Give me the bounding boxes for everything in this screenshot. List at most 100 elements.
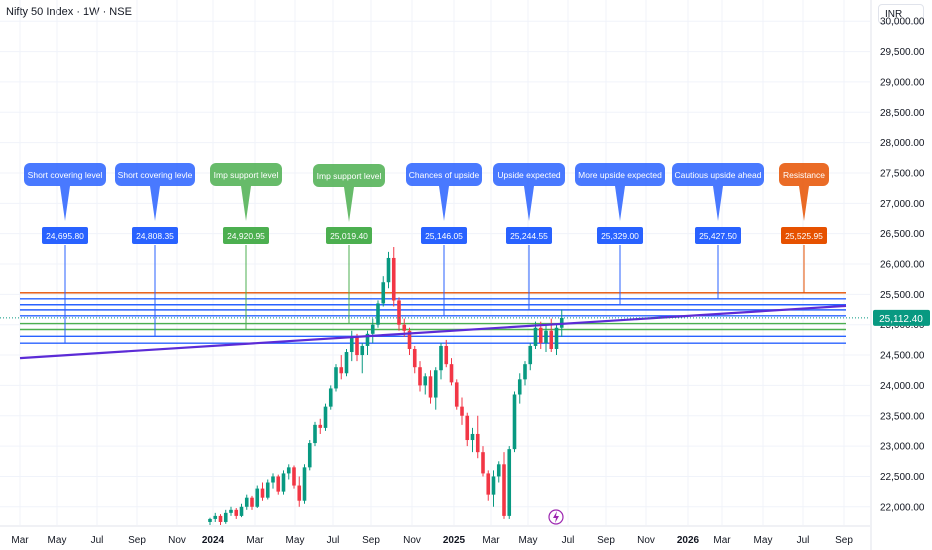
y-tick-label: 26,000.00 [880, 260, 925, 271]
currency-selector[interactable]: INR [878, 4, 924, 24]
trendline [19, 304, 847, 360]
callout-value-tag [42, 227, 88, 244]
level-callout[interactable]: Upside expected 25,244.55 [493, 163, 565, 310]
candle-body [286, 467, 291, 474]
callout-bubble [115, 163, 195, 186]
callout-value: 24,808.35 [136, 231, 174, 241]
y-tick-label: 22,000.00 [880, 502, 925, 513]
candle-body [376, 303, 380, 325]
candle-body [402, 324, 407, 331]
chart-title: Nifty 50 Index · 1W · NSE [6, 6, 132, 18]
y-tick-label: 27,500.00 [880, 168, 925, 179]
candle-body [292, 467, 296, 486]
candle-body [491, 476, 496, 495]
candle-body [502, 464, 506, 516]
callout-name: Imp support level [214, 170, 279, 180]
candle-body [391, 257, 396, 301]
price-axis: 22,000.00 22,500.00 23,000.00 23,500.00 24,0… [880, 17, 925, 514]
callout-pointer [439, 186, 449, 221]
level-callout[interactable]: More upside expected 25,329.00 [575, 163, 665, 305]
callout-name: Chances of upside [409, 170, 480, 180]
x-tick-label: Nov [403, 535, 421, 546]
level-callout[interactable]: Short covering level 24,695.80 [24, 163, 106, 344]
candle-body [234, 509, 239, 516]
y-tick-label: 22,500.00 [880, 472, 925, 483]
candle-body [297, 485, 302, 501]
candle-body [244, 497, 249, 507]
candle-body [544, 330, 548, 343]
level-callout[interactable]: Imp support level 25,019.40 [313, 164, 385, 324]
candle-body [213, 515, 218, 519]
y-tick-label: 26,500.00 [880, 229, 925, 240]
candle-body [365, 333, 370, 346]
y-tick-label: 23,000.00 [880, 442, 925, 453]
x-tick-label: 2024 [202, 535, 225, 546]
callout-pointer [524, 186, 534, 221]
candle-body [428, 376, 433, 398]
candle-body [454, 382, 459, 407]
candle-body [208, 518, 212, 522]
callout-value-tag [223, 227, 269, 244]
x-tick-label: May [286, 535, 305, 546]
callout-name: Short covering levle [118, 170, 193, 180]
y-tick-label: 25,500.00 [880, 290, 925, 301]
candle-body [412, 348, 417, 368]
callout-value: 25,019.40 [330, 231, 368, 241]
callout-value: 24,695.80 [46, 231, 84, 241]
candle-body [307, 443, 312, 468]
candle-body [423, 376, 428, 386]
candle-body [328, 388, 333, 407]
candle-body [218, 515, 223, 522]
candle-body [265, 482, 270, 498]
y-tick-label: 27,000.00 [880, 199, 925, 210]
callout-pointer [60, 186, 70, 221]
level-callout[interactable]: Imp support level 24,920.95 [210, 163, 282, 330]
x-tick-label: 2025 [443, 535, 466, 546]
callout-name: More upside expected [578, 170, 662, 180]
y-tick-label: 30,000.00 [880, 17, 925, 28]
callout-value: 24,920.95 [227, 231, 265, 241]
callout-pointer [615, 186, 625, 221]
level-callout[interactable]: Short covering levle 24,808.35 [115, 163, 195, 337]
callout-name: Imp support level [317, 171, 382, 181]
flash-icon[interactable] [548, 509, 564, 525]
candle-body [271, 476, 275, 483]
callout-value: 25,244.55 [510, 231, 548, 241]
candles [208, 247, 564, 525]
current-price-tag [873, 309, 930, 326]
candle-body [381, 282, 386, 304]
level-callout[interactable]: Cautious upside ahead 25,427.50 [672, 163, 764, 299]
level-lines [20, 292, 846, 344]
candle-body [523, 364, 527, 380]
callout-pointer [799, 186, 809, 221]
candle-body [439, 345, 443, 371]
y-tick-label: 24,500.00 [880, 351, 925, 362]
x-tick-label: Mar [246, 535, 264, 546]
callout-name: Resistance [783, 170, 825, 180]
candle-body [318, 424, 323, 428]
candle-body [449, 364, 454, 383]
x-tick-label: Nov [168, 535, 186, 546]
callout-bubble [24, 163, 106, 186]
callout-bubble [575, 163, 665, 186]
candle-body [512, 394, 517, 450]
callout-pointer [344, 187, 354, 222]
callout-value-tag [695, 227, 741, 244]
level-callout[interactable]: Chances of upside 25,146.05 [406, 163, 482, 316]
candle-body [517, 379, 522, 395]
current-price-label: 25,112.40 [879, 314, 923, 325]
callout-value-tag [326, 227, 372, 244]
time-axis: Mar May Jul Sep Nov 2024 Mar May Jul Sep Nov 2025 Ma… [11, 535, 853, 546]
callout-bubble [210, 163, 282, 186]
level-callout[interactable]: Resistance 25,525.95 [779, 163, 829, 293]
candle-body [507, 449, 512, 516]
callout-bubble [313, 164, 385, 187]
candle-body [339, 367, 344, 374]
candle-body [549, 330, 554, 349]
callout-name: Short covering level [28, 170, 103, 180]
candle-body [460, 406, 464, 416]
candle-body [481, 452, 485, 474]
